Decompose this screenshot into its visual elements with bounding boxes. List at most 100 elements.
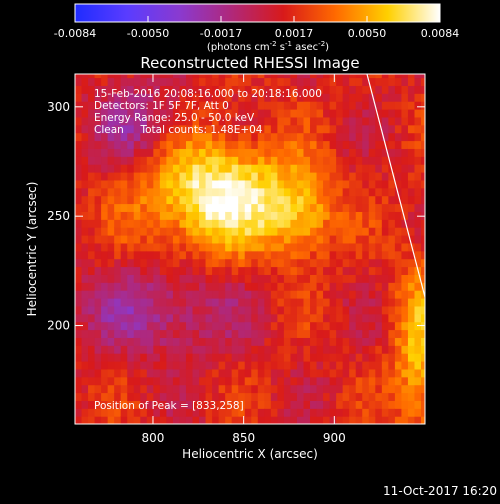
heatmap-pixel bbox=[270, 211, 278, 220]
heatmap-pixel bbox=[114, 392, 122, 401]
heatmap-pixel bbox=[159, 172, 167, 181]
heatmap-pixel bbox=[290, 266, 298, 275]
heatmap-pixel bbox=[290, 408, 298, 417]
heatmap-pixel bbox=[257, 376, 265, 386]
heatmap-pixel bbox=[238, 116, 246, 126]
heatmap-pixel bbox=[88, 164, 96, 173]
heatmap-pixel bbox=[94, 101, 102, 110]
heatmap-pixel bbox=[303, 392, 311, 401]
heatmap-pixel bbox=[336, 290, 344, 299]
heatmap-pixel bbox=[349, 266, 357, 275]
heatmap-pixel bbox=[277, 235, 285, 244]
heatmap-pixel bbox=[225, 290, 233, 299]
heatmap-pixel bbox=[218, 219, 226, 228]
heatmap-pixel bbox=[218, 368, 226, 378]
heatmap-pixel bbox=[323, 290, 331, 299]
heatmap-pixel bbox=[375, 266, 383, 275]
heatmap-pixel bbox=[127, 187, 135, 197]
heatmap-pixel bbox=[375, 77, 383, 86]
heatmap-pixel bbox=[401, 376, 409, 386]
heatmap-pixel bbox=[381, 235, 389, 244]
heatmap-pixel bbox=[133, 250, 141, 260]
heatmap-pixel bbox=[133, 353, 141, 362]
heatmap-pixel bbox=[388, 219, 396, 228]
heatmap-pixel bbox=[283, 132, 292, 142]
heatmap-pixel bbox=[264, 258, 272, 268]
heatmap-pixel bbox=[323, 77, 331, 86]
heatmap-pixel bbox=[172, 274, 181, 283]
heatmap-pixel bbox=[342, 376, 350, 386]
heatmap-pixel bbox=[381, 172, 389, 181]
heatmap-pixel bbox=[349, 361, 357, 370]
heatmap-pixel bbox=[381, 242, 389, 252]
heatmap-pixel bbox=[159, 258, 167, 268]
heatmap-pixel bbox=[407, 227, 416, 236]
heatmap-pixel bbox=[140, 74, 148, 79]
heatmap-pixel bbox=[336, 329, 344, 338]
heatmap-pixel bbox=[421, 266, 425, 275]
heatmap-pixel bbox=[264, 156, 272, 165]
heatmap-pixel bbox=[381, 329, 389, 338]
heatmap-pixel bbox=[362, 250, 370, 260]
heatmap-pixel bbox=[407, 376, 416, 386]
heatmap-pixel bbox=[244, 227, 252, 236]
heatmap-pixel bbox=[349, 313, 357, 323]
heatmap-pixel bbox=[218, 298, 226, 307]
heatmap-pixel bbox=[375, 109, 383, 118]
heatmap-pixel bbox=[349, 140, 357, 149]
heatmap-pixel bbox=[127, 250, 135, 260]
heatmap-pixel bbox=[94, 321, 102, 331]
heatmap-pixel bbox=[231, 172, 239, 181]
heatmap-pixel bbox=[199, 74, 207, 79]
heatmap-pixel bbox=[257, 408, 265, 417]
heatmap-pixel bbox=[127, 321, 135, 331]
heatmap-pixel bbox=[310, 361, 318, 370]
heatmap-pixel bbox=[342, 227, 350, 236]
heatmap-pixel bbox=[205, 250, 213, 260]
heatmap-pixel bbox=[153, 416, 161, 424]
heatmap-pixel bbox=[146, 85, 154, 94]
heatmap-pixel bbox=[192, 313, 200, 323]
heatmap-pixel bbox=[368, 93, 376, 102]
heatmap-pixel bbox=[264, 408, 272, 417]
heatmap-pixel bbox=[199, 392, 207, 401]
heatmap-pixel bbox=[166, 345, 174, 354]
heatmap-pixel bbox=[401, 85, 409, 94]
heatmap-pixel bbox=[303, 313, 311, 323]
heatmap-pixel bbox=[349, 74, 357, 79]
heatmap-pixel bbox=[342, 235, 350, 244]
heatmap-pixel bbox=[225, 250, 233, 260]
heatmap-pixel bbox=[401, 384, 409, 394]
heatmap-pixel bbox=[238, 211, 246, 220]
heatmap-pixel bbox=[231, 321, 239, 331]
heatmap-pixel bbox=[159, 187, 167, 197]
heatmap-pixel bbox=[107, 140, 115, 149]
heatmap-pixel bbox=[316, 172, 324, 181]
heatmap-pixel bbox=[212, 337, 220, 346]
heatmap-pixel bbox=[401, 321, 409, 331]
heatmap-pixel bbox=[368, 392, 376, 401]
heatmap-pixel bbox=[185, 77, 194, 86]
heatmap-pixel bbox=[290, 416, 298, 424]
heatmap-pixel bbox=[199, 124, 207, 134]
heatmap-pixel bbox=[231, 392, 239, 401]
heatmap-pixel bbox=[101, 203, 109, 212]
heatmap-pixel bbox=[414, 384, 422, 394]
heatmap-pixel bbox=[212, 368, 220, 378]
heatmap-pixel bbox=[133, 195, 141, 205]
heatmap-pixel bbox=[264, 305, 272, 315]
heatmap-pixel bbox=[401, 195, 409, 205]
heatmap-pixel bbox=[88, 124, 96, 134]
heatmap-pixel bbox=[94, 242, 102, 252]
heatmap-pixel bbox=[94, 337, 102, 346]
heatmap-pixel bbox=[166, 93, 174, 102]
heatmap-pixel bbox=[140, 368, 148, 378]
heatmap-pixel bbox=[146, 408, 154, 417]
heatmap-pixel bbox=[316, 242, 324, 252]
heatmap-pixel bbox=[257, 172, 265, 181]
heatmap-pixel bbox=[199, 384, 207, 394]
heatmap-pixel bbox=[310, 203, 318, 212]
heatmap-pixel bbox=[251, 345, 259, 354]
heatmap-pixel bbox=[414, 298, 422, 307]
